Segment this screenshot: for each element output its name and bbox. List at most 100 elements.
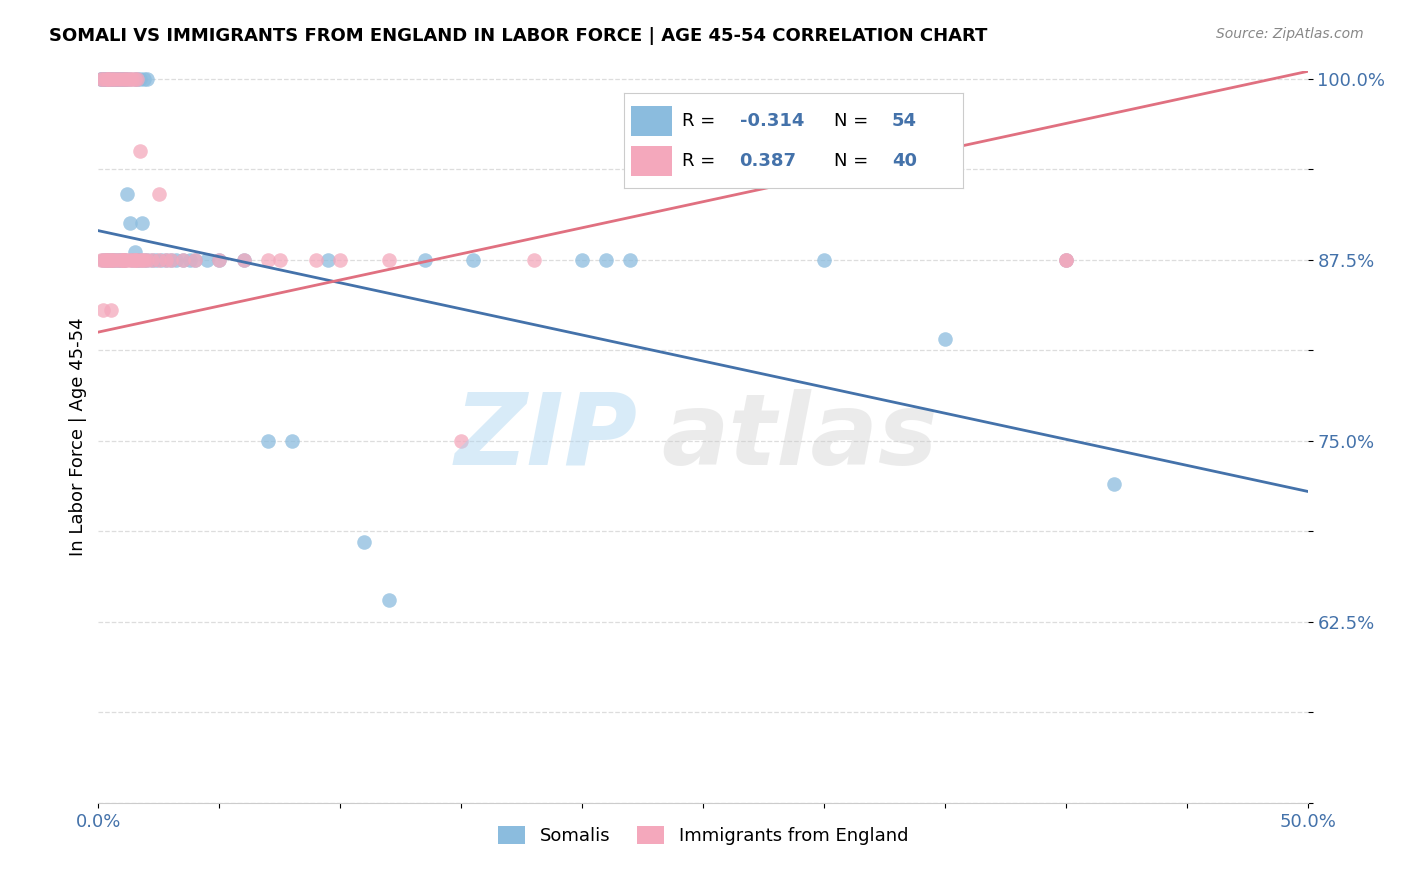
Point <box>160 252 183 267</box>
Point <box>1054 252 1077 267</box>
Point <box>135 252 157 267</box>
Point <box>117 71 139 86</box>
Point <box>108 252 131 267</box>
Point <box>934 332 956 346</box>
Point <box>148 187 170 202</box>
Point <box>184 252 207 267</box>
Point <box>94 252 117 267</box>
Point <box>108 71 131 86</box>
Point <box>104 71 127 86</box>
Point <box>184 252 207 267</box>
Point <box>97 252 120 267</box>
Point <box>111 252 134 267</box>
Point <box>128 144 150 158</box>
Point <box>1102 477 1125 491</box>
Point <box>94 252 117 267</box>
Point <box>100 303 122 318</box>
Point <box>377 252 399 267</box>
Point <box>1054 252 1077 267</box>
Point <box>172 252 194 267</box>
Point <box>111 252 134 267</box>
Point <box>135 71 157 86</box>
Point <box>155 252 177 267</box>
Point <box>124 252 146 267</box>
Point <box>571 252 593 267</box>
Point <box>104 252 127 267</box>
Point <box>118 71 141 86</box>
Point <box>141 252 163 267</box>
Point <box>413 252 436 267</box>
Point <box>111 71 134 86</box>
Point <box>114 71 136 86</box>
Point <box>101 71 124 86</box>
Point <box>463 252 485 267</box>
Point <box>134 71 156 86</box>
Point <box>134 252 156 267</box>
Point <box>160 252 183 267</box>
Point <box>353 535 375 549</box>
Point <box>135 252 157 267</box>
Point <box>111 71 134 86</box>
Point <box>90 252 112 267</box>
Point <box>377 593 399 607</box>
Point <box>90 71 112 86</box>
Point <box>172 252 194 267</box>
Point <box>813 252 835 267</box>
Point <box>179 252 201 267</box>
Point <box>134 252 156 267</box>
Point <box>108 71 131 86</box>
Point <box>117 187 139 202</box>
Point <box>121 252 143 267</box>
Point <box>108 71 131 86</box>
Point <box>131 252 153 267</box>
Point <box>91 71 114 86</box>
Legend: Somalis, Immigrants from England: Somalis, Immigrants from England <box>491 819 915 852</box>
Text: atlas: atlas <box>661 389 938 485</box>
Point <box>269 252 291 267</box>
Point <box>97 71 120 86</box>
Point <box>94 71 117 86</box>
Point <box>127 252 149 267</box>
Point <box>117 252 139 267</box>
Point <box>208 252 231 267</box>
Point <box>114 71 136 86</box>
Point <box>101 71 124 86</box>
Point <box>523 252 546 267</box>
Point <box>131 216 153 230</box>
Point <box>114 252 136 267</box>
Point <box>107 71 129 86</box>
Point <box>208 252 231 267</box>
Point <box>91 252 114 267</box>
Point <box>101 71 124 86</box>
Point <box>124 252 146 267</box>
Point <box>117 71 139 86</box>
Point <box>232 252 254 267</box>
Point <box>91 252 114 267</box>
Point <box>107 71 129 86</box>
Point <box>145 252 167 267</box>
Point <box>118 71 141 86</box>
Point <box>94 252 117 267</box>
Point <box>97 252 120 267</box>
Y-axis label: In Labor Force | Age 45-54: In Labor Force | Age 45-54 <box>69 318 87 557</box>
Point <box>91 71 114 86</box>
Point <box>107 252 129 267</box>
Point <box>127 71 149 86</box>
Point <box>128 252 150 267</box>
Point <box>101 252 124 267</box>
Point <box>100 71 122 86</box>
Point <box>104 71 127 86</box>
Point <box>100 71 122 86</box>
Point <box>100 71 122 86</box>
Point <box>97 71 120 86</box>
Point <box>94 71 117 86</box>
Point <box>100 252 122 267</box>
Point <box>256 252 278 267</box>
Point <box>114 252 136 267</box>
Point <box>121 252 143 267</box>
Point <box>100 252 122 267</box>
Point <box>124 71 146 86</box>
Point <box>107 252 129 267</box>
Point <box>111 252 134 267</box>
Point <box>155 252 177 267</box>
